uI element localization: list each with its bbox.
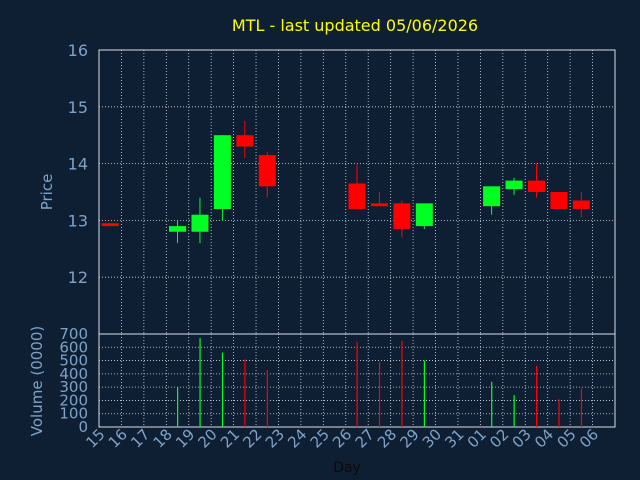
volume-y-tick-label: 400 <box>59 365 88 383</box>
volume-y-tick-label: 600 <box>59 338 88 356</box>
volume-bar <box>221 352 224 427</box>
volume-bar <box>491 381 493 427</box>
candle-body <box>393 203 411 229</box>
x-axis-label: Day <box>333 460 361 476</box>
volume-bar <box>266 369 268 427</box>
candles <box>101 121 590 244</box>
volume-y-tick-label: 500 <box>59 352 88 370</box>
volume-y-tick-label: 0 <box>78 418 88 436</box>
volume-bar <box>558 399 560 427</box>
volume-bar <box>244 359 246 427</box>
candle-body <box>505 180 523 190</box>
candle-body <box>483 186 501 207</box>
volume-bar <box>378 361 381 427</box>
chart-title: MTL - last updated 05/06/2026 <box>232 16 478 35</box>
volume-y-tick-label: 100 <box>59 405 88 423</box>
price-y-tick-label: 14 <box>68 155 88 174</box>
volume-bar <box>177 387 179 427</box>
price-panel: 12 13 14 15 16 Price <box>38 41 616 335</box>
price-y-axis-label: Price <box>38 174 56 211</box>
volume-bar <box>535 365 538 427</box>
volume-y-axis-label: Volume (0000) <box>28 326 46 436</box>
candle-body <box>550 192 568 210</box>
volume-bar <box>401 340 403 427</box>
volume-y-tick-label: 200 <box>59 391 88 409</box>
candle-body <box>258 155 276 187</box>
volume-y-tick-label: 300 <box>59 378 88 396</box>
candle-body <box>191 214 209 232</box>
price-y-tick-label: 15 <box>68 98 88 117</box>
candle-body <box>348 183 366 210</box>
price-y-tick-label: 13 <box>68 211 88 230</box>
volume-bar <box>199 337 201 427</box>
volume-bar <box>356 341 358 427</box>
volume-bar <box>580 388 583 427</box>
candle-body <box>213 135 231 210</box>
candle-body <box>370 203 388 207</box>
price-y-tick-label: 16 <box>68 41 88 60</box>
x-ticks: 1516171819202122232425262728293031010203… <box>82 425 602 451</box>
candle-body <box>169 226 187 232</box>
price-y-ticks: 12 13 14 15 16 <box>68 41 88 287</box>
candle-body <box>527 180 545 192</box>
volume-bar <box>513 395 515 427</box>
volume-bars <box>177 337 583 427</box>
candle-body <box>572 200 590 210</box>
volume-bar <box>423 360 426 427</box>
candle-body <box>415 203 433 227</box>
price-y-tick-label: 12 <box>68 268 88 287</box>
candle-body <box>236 135 254 147</box>
volume-y-tick-label: 700 <box>59 325 88 343</box>
candle-body <box>101 223 119 227</box>
